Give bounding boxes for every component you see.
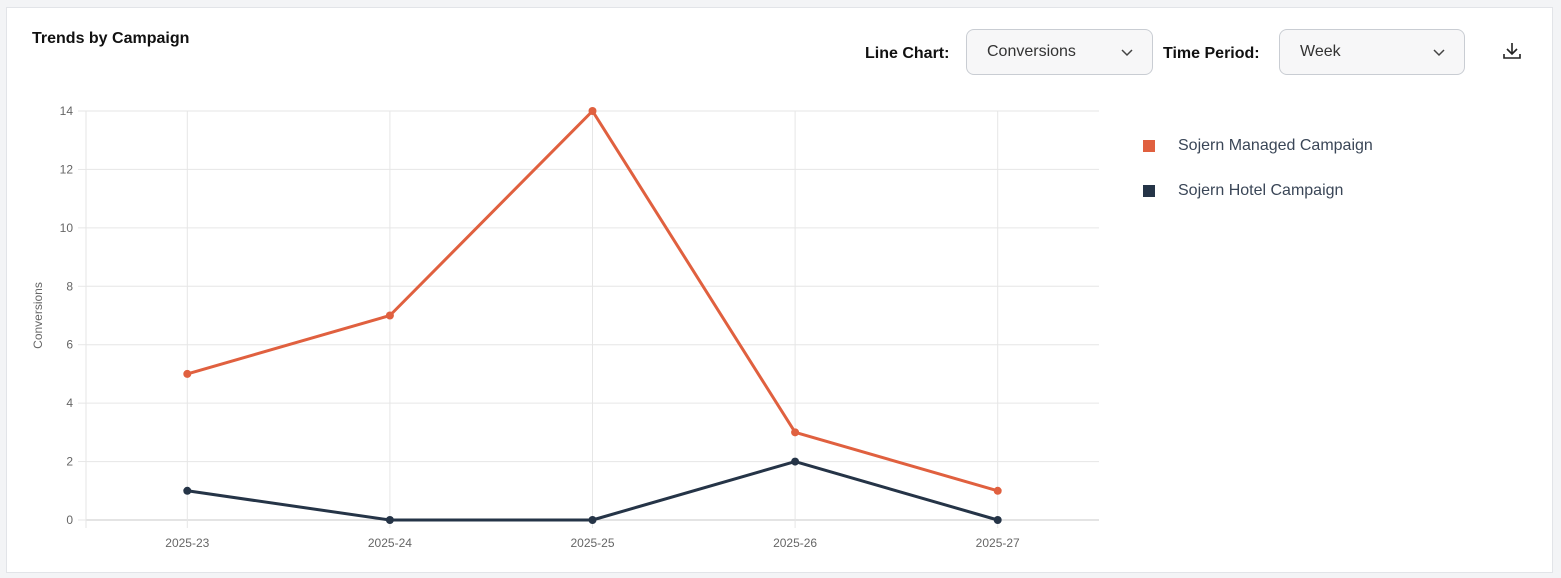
line-chart-select[interactable]: Conversions xyxy=(966,29,1153,75)
x-tick-label: 2025-27 xyxy=(976,536,1020,550)
data-point[interactable] xyxy=(588,516,597,524)
x-tick-label: 2025-23 xyxy=(165,536,209,550)
legend-item[interactable]: Sojern Hotel Campaign xyxy=(1143,168,1373,213)
y-axis-label: Conversions xyxy=(31,282,45,349)
y-tick-label: 8 xyxy=(66,279,73,293)
data-point[interactable] xyxy=(993,486,1002,495)
time-period-label: Time Period: xyxy=(1163,45,1260,62)
y-tick-label: 4 xyxy=(66,396,73,410)
data-point[interactable] xyxy=(183,369,192,378)
line-chart: 0 2 4 6 8 10 12 14 2025-23 2025-24 2025-25 2025-26 2… xyxy=(31,104,1099,550)
line-chart-label: Line Chart: xyxy=(865,45,950,62)
card-title: Trends by Campaign xyxy=(32,30,190,47)
legend-label: Sojern Managed Campaign xyxy=(1178,136,1373,154)
y-tick-label: 2 xyxy=(66,455,73,469)
data-point[interactable] xyxy=(385,516,394,524)
time-period-select[interactable]: Week xyxy=(1279,29,1465,75)
data-point[interactable] xyxy=(791,457,800,466)
download-icon[interactable] xyxy=(1501,40,1523,62)
trends-card: Trends by Campaign Line Chart: Conversio… xyxy=(6,7,1553,573)
legend-swatch xyxy=(1143,139,1155,152)
legend-swatch xyxy=(1143,184,1155,197)
time-period-select-value: Week xyxy=(1300,43,1341,60)
data-point[interactable] xyxy=(385,311,394,320)
y-tick-label: 14 xyxy=(60,104,74,118)
chevron-down-icon xyxy=(1433,49,1445,57)
y-tick-label: 6 xyxy=(66,338,73,352)
y-tick-label: 12 xyxy=(60,162,74,176)
y-tick-label: 0 xyxy=(66,513,73,527)
data-point[interactable] xyxy=(588,107,597,115)
legend-label: Sojern Hotel Campaign xyxy=(1178,181,1344,199)
x-tick-label: 2025-24 xyxy=(368,536,412,550)
data-point[interactable] xyxy=(183,486,192,495)
y-tick-label: 10 xyxy=(60,221,74,235)
x-tick-label: 2025-25 xyxy=(570,536,614,550)
x-tick-label: 2025-26 xyxy=(773,536,817,550)
line-chart-select-value: Conversions xyxy=(987,43,1076,60)
data-point[interactable] xyxy=(791,428,800,437)
legend-item[interactable]: Sojern Managed Campaign xyxy=(1143,123,1373,168)
chevron-down-icon xyxy=(1121,49,1133,57)
chart-legend: Sojern Managed Campaign Sojern Hotel Camp… xyxy=(1143,123,1373,213)
data-point[interactable] xyxy=(993,516,1002,524)
